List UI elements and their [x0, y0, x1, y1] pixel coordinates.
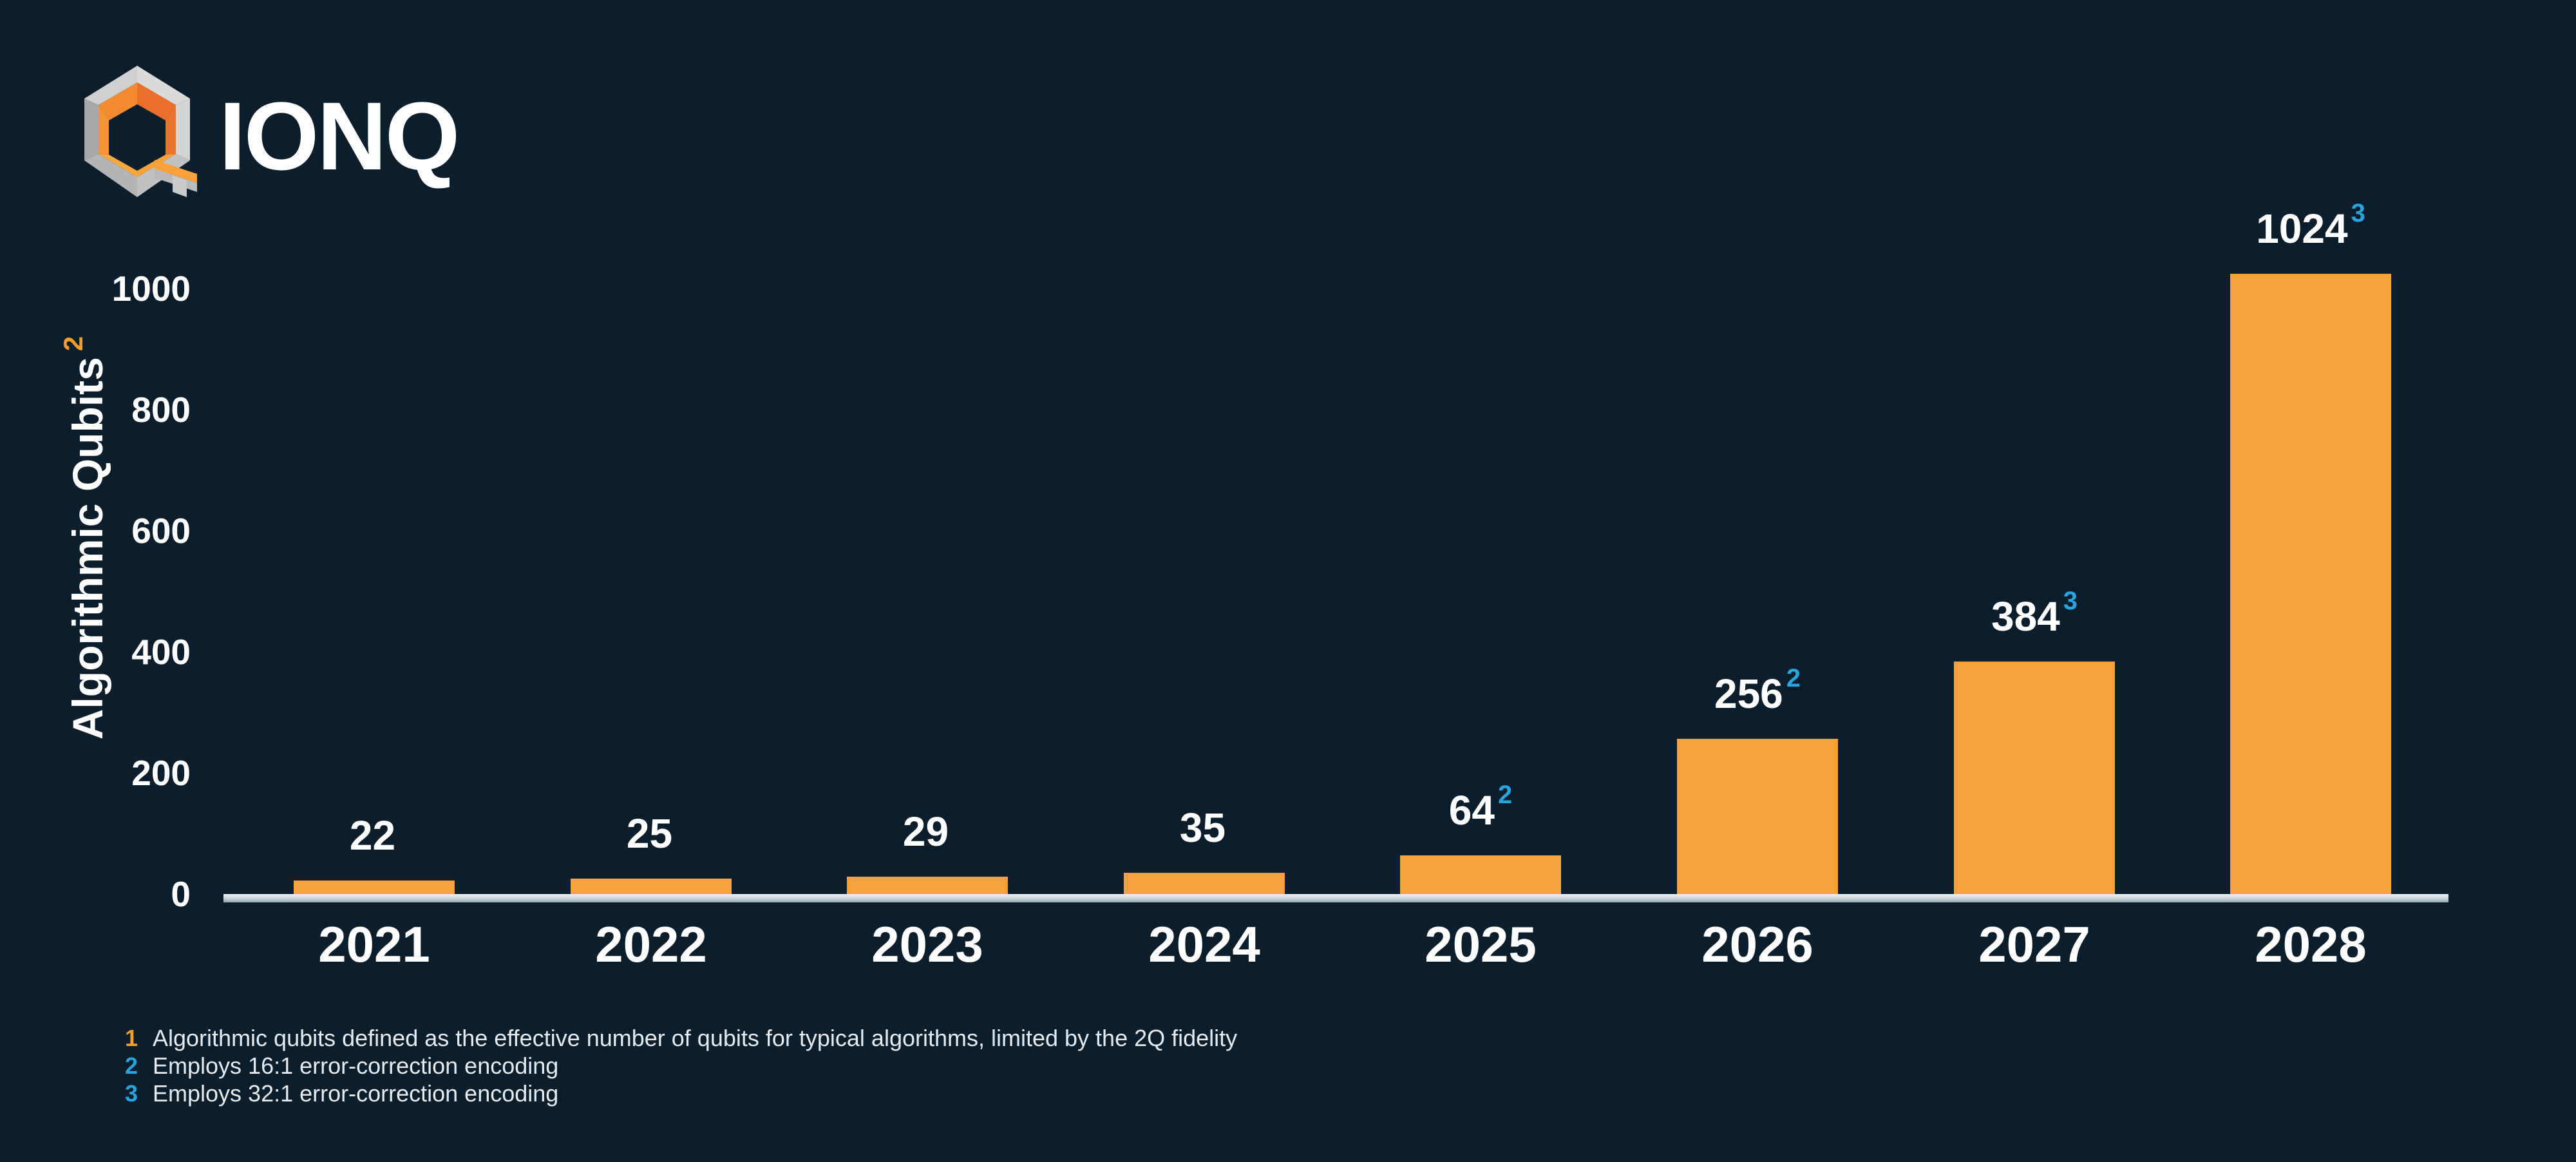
value-label-2025: 64 2	[1352, 782, 1609, 833]
value-number: 35	[1179, 805, 1226, 851]
value-label-2023: 29	[799, 807, 1056, 852]
value-superscript: 2	[1786, 664, 1801, 692]
footnote-2-text: Employs 16:1 error-correction encoding	[153, 1052, 559, 1079]
y-tick-200: 200	[131, 753, 191, 793]
ionq-wordmark: IONQ	[219, 82, 460, 190]
x-label-2028: 2028	[2255, 916, 2367, 973]
x-label-2021: 2021	[318, 916, 430, 973]
bar-2022	[571, 879, 732, 894]
value-number: 384	[1991, 593, 2060, 640]
value-superscript: 2	[1497, 781, 1513, 809]
value-label-2027: 384 3	[1906, 588, 2163, 640]
value-number: 64	[1448, 787, 1495, 833]
bar-2021	[294, 881, 455, 894]
value-label-2028: 1024 3	[2182, 200, 2439, 252]
value-number: 1024	[2256, 205, 2348, 252]
value-label-2022: 25	[522, 809, 780, 854]
value-superscript: 3	[2063, 587, 2078, 615]
x-label-2027: 2027	[1978, 916, 2090, 973]
x-label-2022: 2022	[595, 916, 707, 973]
bar-2023	[847, 877, 1008, 894]
value-label-2026: 256 2	[1629, 665, 1886, 717]
value-label-2024: 35	[1075, 803, 1333, 848]
value-number: 22	[349, 812, 396, 859]
x-label-2025: 2025	[1425, 916, 1537, 973]
x-label-2024: 2024	[1148, 916, 1260, 973]
x-axis-line	[223, 894, 2448, 902]
bar-2028	[2230, 274, 2391, 894]
y-axis-title-superscript: 2	[58, 336, 88, 352]
footnote-3: 3 Employs 32:1 error-correction encoding	[125, 1080, 558, 1107]
y-tick-600: 600	[131, 511, 191, 551]
footnote-1: 1 Algorithmic qubits defined as the effe…	[125, 1024, 1237, 1052]
y-tick-0: 0	[171, 874, 191, 914]
y-tick-800: 800	[131, 390, 191, 430]
footnote-2: 2 Employs 16:1 error-correction encoding	[125, 1052, 558, 1080]
footnote-3-marker: 3	[125, 1080, 138, 1107]
bar-2026	[1677, 739, 1838, 894]
y-tick-400: 400	[131, 632, 191, 672]
bar-2024	[1124, 873, 1285, 894]
y-tick-1000: 1000	[111, 269, 191, 309]
value-number: 256	[1714, 671, 1783, 717]
footnote-1-marker: 1	[125, 1025, 138, 1051]
bar-2027	[1954, 662, 2115, 894]
bar-2025	[1400, 855, 1561, 894]
ionq-logo-icon	[84, 66, 197, 197]
value-number: 25	[626, 810, 673, 857]
value-label-2021: 22	[245, 811, 503, 856]
value-superscript: 3	[2351, 199, 2365, 227]
footnote-2-marker: 2	[125, 1052, 138, 1079]
footnote-3-text: Employs 32:1 error-correction encoding	[153, 1080, 559, 1107]
footnote-1-text: Algorithmic qubits defined as the effect…	[153, 1025, 1238, 1051]
x-label-2026: 2026	[1701, 916, 1814, 973]
value-number: 29	[902, 808, 949, 855]
x-label-2023: 2023	[871, 916, 983, 973]
